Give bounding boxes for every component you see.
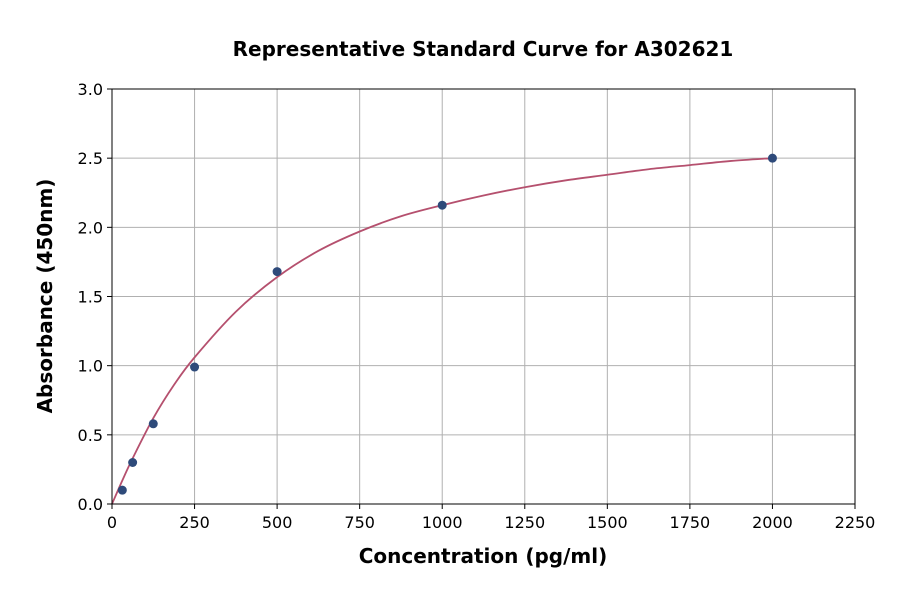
data-point bbox=[767, 153, 777, 163]
data-point bbox=[128, 458, 138, 467]
data-point bbox=[272, 267, 282, 277]
y-tick-label: 0.0 bbox=[78, 495, 103, 514]
x-tick-label: 2000 bbox=[752, 513, 793, 532]
y-tick-label: 1.0 bbox=[78, 357, 103, 376]
grid-lines bbox=[111, 88, 856, 505]
x-axis-ticks: 0 250 500 750 1000 1250 1500 1750 2000 2250 bbox=[107, 504, 875, 532]
x-tick-label: 0 bbox=[107, 513, 117, 532]
y-tick-label: 2.0 bbox=[78, 218, 103, 237]
y-tick-label: 0.5 bbox=[78, 426, 103, 445]
x-tick-label: 1750 bbox=[670, 513, 711, 532]
x-tick-label: 2250 bbox=[835, 513, 876, 532]
chart-title: Representative Standard Curve for A30262… bbox=[233, 37, 734, 61]
fit-curve-line bbox=[111, 157, 773, 505]
x-tick-label: 1500 bbox=[587, 513, 628, 532]
y-axis-label: Absorbance (450nm) bbox=[33, 179, 57, 414]
fit-curve-layer bbox=[111, 157, 773, 505]
y-tick-label: 3.0 bbox=[78, 80, 103, 99]
x-tick-label: 750 bbox=[344, 513, 375, 532]
y-tick-label: 1.5 bbox=[78, 288, 103, 307]
x-tick-label: 1250 bbox=[504, 513, 545, 532]
data-point bbox=[437, 200, 447, 210]
y-axis-ticks: 0.0 0.5 1.0 1.5 2.0 2.5 3.0 bbox=[78, 80, 112, 514]
data-point bbox=[148, 419, 158, 429]
data-points-layer bbox=[117, 153, 777, 495]
x-tick-label: 1000 bbox=[422, 513, 463, 532]
x-tick-label: 500 bbox=[262, 513, 293, 532]
x-axis-label: Concentration (pg/ml) bbox=[359, 544, 608, 568]
x-tick-label: 250 bbox=[179, 513, 210, 532]
y-tick-label: 2.5 bbox=[78, 149, 103, 168]
data-point bbox=[117, 485, 127, 495]
data-point bbox=[190, 362, 200, 372]
